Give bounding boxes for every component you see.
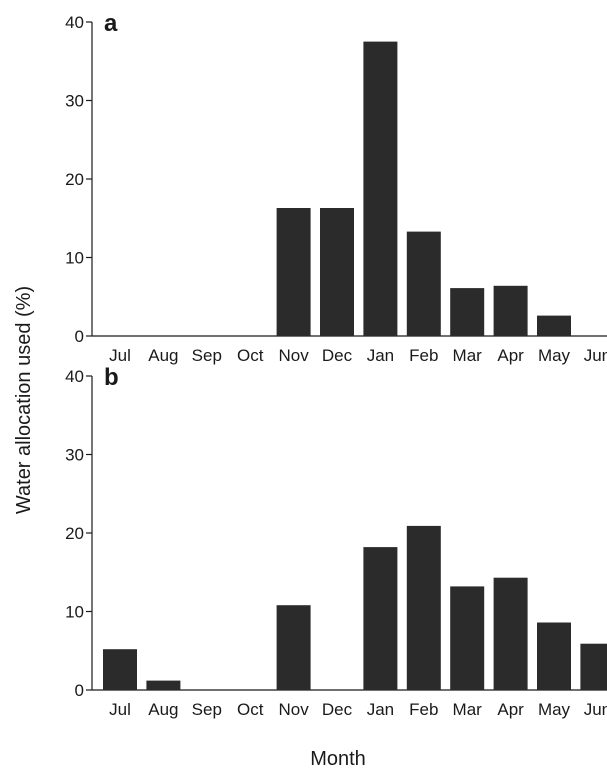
panel-b-category-label: Oct [237, 700, 264, 719]
panel-b-category-label: Jun [584, 700, 607, 719]
panel-a-bar-jan [363, 41, 398, 336]
panel-a-bar-nov [276, 208, 311, 336]
panel-b-bar-jun [580, 643, 607, 690]
panel-a-category-label: Sep [192, 346, 222, 365]
panel-b-y-tick-label: 40 [65, 367, 84, 386]
panel-a-category-label: Aug [148, 346, 178, 365]
panel-a-category-label: Nov [278, 346, 309, 365]
panel-b-bar-feb [406, 525, 441, 690]
panel-a-bar-may [537, 315, 571, 336]
panel-a-category-label: Jul [109, 346, 131, 365]
panel-a-y-tick-label: 10 [65, 249, 84, 268]
panel-b-bar-jul [103, 649, 137, 690]
panel-b-bar-nov [276, 605, 311, 690]
panel-b-bar-apr [493, 577, 528, 690]
panel-b-category-label: Nov [278, 700, 309, 719]
panel-b-category-label: Jan [367, 700, 394, 719]
panel-a-bar-apr [493, 285, 528, 336]
panel-b-category-label: Dec [322, 700, 353, 719]
panel-b-category-label: Apr [497, 700, 524, 719]
panel-b-bar-mar [450, 586, 485, 690]
panel-a-category-label: Dec [322, 346, 353, 365]
panel-a-letter: a [104, 10, 118, 37]
panel-a-bar-mar [450, 288, 485, 336]
panel-b-category-label: Sep [192, 700, 222, 719]
panel-a-y-tick-label: 40 [65, 13, 84, 32]
panel-b-category-label: Feb [409, 700, 438, 719]
panel-a-bar-feb [406, 231, 441, 336]
panel-b-category-label: Aug [148, 700, 178, 719]
panel-a-y-tick-label: 20 [65, 170, 84, 189]
panel-b-category-label: Jul [109, 700, 131, 719]
panel-b-letter: b [104, 364, 119, 391]
panel-b-category-label: Mar [453, 700, 483, 719]
panel-b-bar-aug [146, 680, 181, 690]
panel-a-category-label: Jan [367, 346, 394, 365]
panel-a-category-label: Apr [497, 346, 524, 365]
panel-b-category-label: May [538, 700, 571, 719]
panel-b-bar-jan [363, 547, 398, 690]
panel-a-category-label: Mar [453, 346, 483, 365]
x-axis-title: Month [310, 748, 366, 770]
panel-a-category-label: Feb [409, 346, 438, 365]
panel-b-y-tick-label: 0 [75, 681, 84, 700]
y-axis-title: Water allocation used (%) [13, 286, 35, 514]
panel-b-y-tick-label: 10 [65, 603, 84, 622]
panel-b-y-tick-label: 30 [65, 446, 84, 465]
panel-a-category-label: Oct [237, 346, 264, 365]
panel-a-y-tick-label: 30 [65, 92, 84, 111]
panel-a-category-label: Jun [584, 346, 607, 365]
panel-a-category-label: May [538, 346, 571, 365]
panel-a-y-tick-label: 0 [75, 327, 84, 346]
panel-b-y-tick-label: 20 [65, 524, 84, 543]
panel-a-bar-dec [320, 208, 354, 336]
panel-b-bar-may [537, 622, 571, 690]
